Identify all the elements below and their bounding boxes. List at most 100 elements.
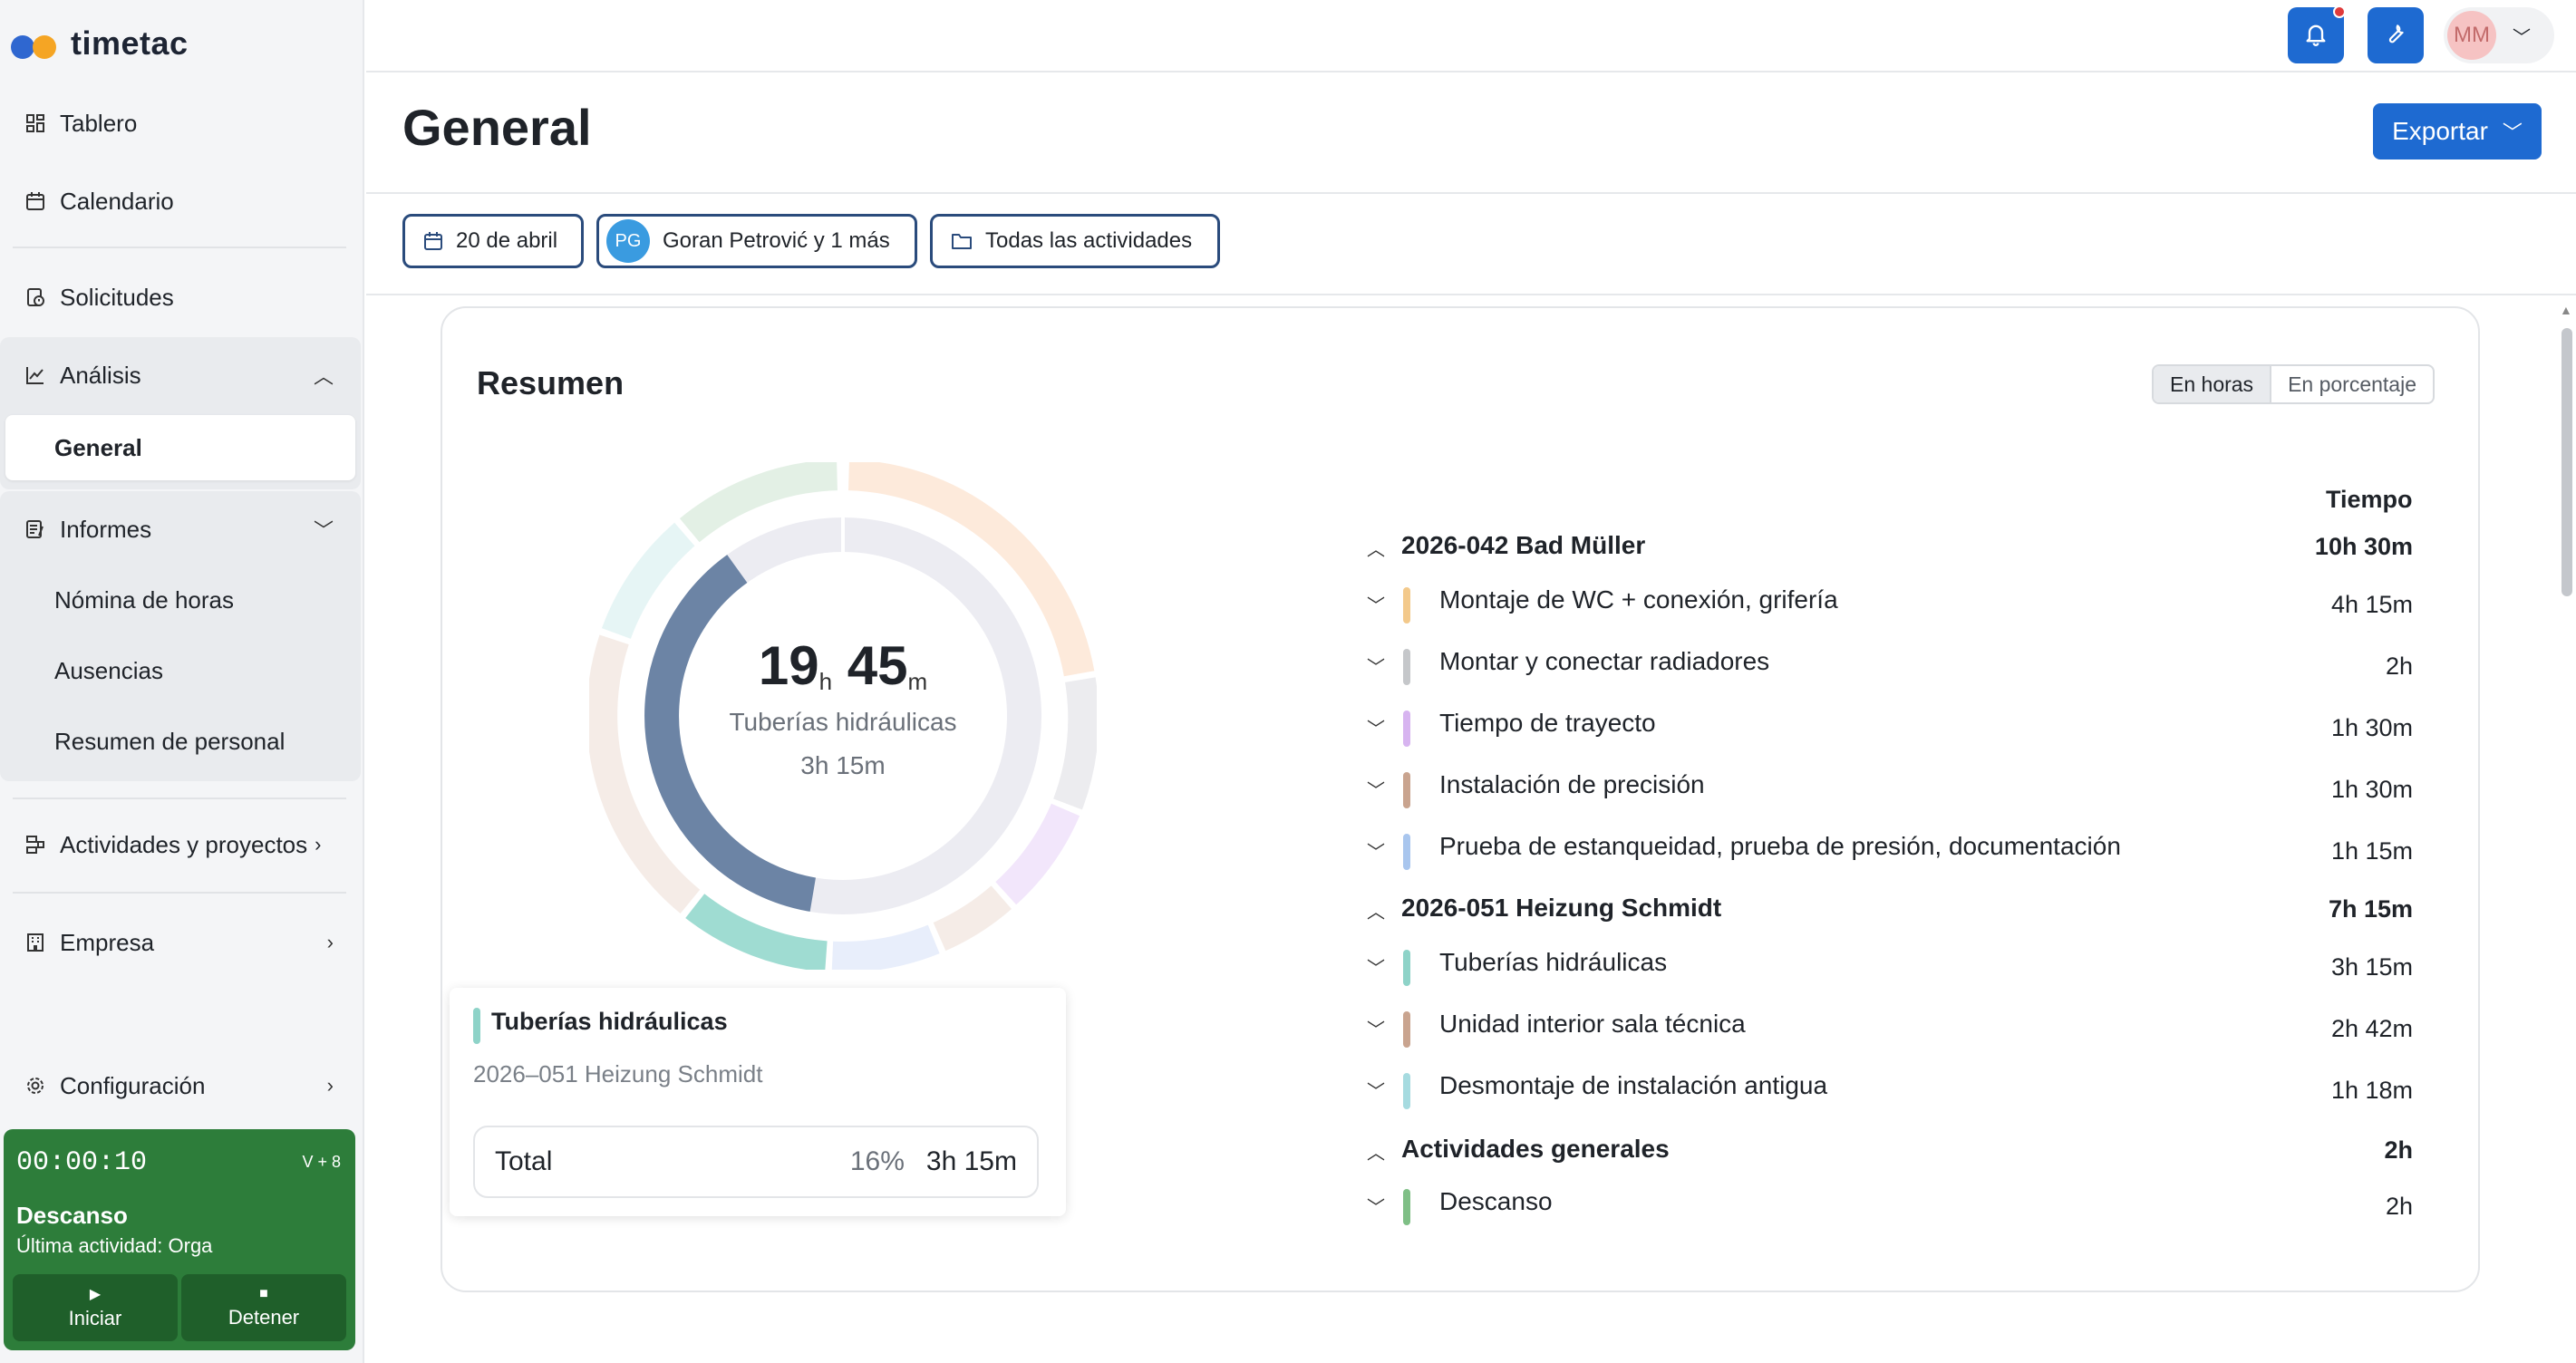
projects-icon <box>24 833 47 856</box>
chevron-up-icon: ︿ <box>313 365 334 388</box>
tools-button[interactable] <box>2368 7 2424 63</box>
building-icon <box>24 931 47 954</box>
donut-outer-segment[interactable] <box>679 459 838 543</box>
timer-status: Descanso <box>16 1202 128 1229</box>
group-time: 10h 30m <box>2314 533 2413 560</box>
chevron-down-icon: ﹀ <box>1367 1198 1385 1218</box>
user-menu[interactable]: MM ﹀ <box>2444 7 2554 63</box>
activity-color-bar <box>1403 1073 1410 1109</box>
sidebar-item-analisis[interactable]: Análisis ︿ <box>9 343 355 408</box>
activity-time: 1h 30m <box>2330 776 2413 803</box>
sidebar-item-calendario[interactable]: Calendario <box>9 169 355 234</box>
toggle-percent[interactable]: En porcentaje <box>2288 372 2416 396</box>
timer-last-activity: Última actividad: Orga <box>16 1234 213 1257</box>
donut-outer-segment[interactable] <box>685 894 828 972</box>
activity-row[interactable]: ﹀ Prueba de estanqueidad, prueba de pres… <box>1367 825 2413 879</box>
donut-outer-segment[interactable] <box>601 522 695 640</box>
export-button[interactable]: Exportar ﹀ <box>2373 103 2542 160</box>
sidebar-item-actividades[interactable]: Actividades y proyectos › <box>9 812 355 877</box>
calendar-icon <box>24 189 47 213</box>
people-filter[interactable]: PG Goran Petrović y 1 más <box>596 214 917 268</box>
group-time: 2h <box>2384 1136 2413 1164</box>
stop-button[interactable]: ■ Detener <box>181 1274 346 1341</box>
logo[interactable]: timetac <box>11 24 189 63</box>
chevron-up-icon: ︿ <box>1367 1144 1385 1164</box>
tooltip-total-label: Total <box>495 1146 553 1176</box>
group-time: 7h 15m <box>2328 895 2413 923</box>
activity-row[interactable]: ﹀ Unidad interior sala técnica 2h 42m <box>1367 1002 2413 1057</box>
chevron-up-icon: ︿ <box>1367 540 1385 560</box>
chevron-down-icon: ﹀ <box>2513 27 2531 48</box>
activity-time: 1h 30m <box>2330 714 2413 741</box>
activity-time: 1h 18m <box>2330 1077 2413 1104</box>
activities-filter[interactable]: Todas las actividades <box>930 214 1220 268</box>
activity-row[interactable]: ﹀ Desmontaje de instalación antigua 1h 1… <box>1367 1064 2413 1118</box>
activity-row[interactable]: ﹀ Tiempo de trayecto 1h 30m <box>1367 701 2413 756</box>
tooltip-time: 3h 15m <box>925 1146 1017 1176</box>
chevron-right-icon: › <box>315 833 322 856</box>
chevron-down-icon: ﹀ <box>1367 596 1385 616</box>
sidebar-item-informes[interactable]: Informes ﹀ <box>9 497 355 562</box>
donut-tooltip: Tuberías hidráulicas 2026–051 Heizung Sc… <box>450 988 1066 1216</box>
tooltip-percent: 16% <box>849 1146 905 1176</box>
donut-outer-segment[interactable] <box>831 924 940 972</box>
group-row[interactable]: ︿ Actividades generales 2h <box>1367 1126 2413 1180</box>
activity-row[interactable]: ﹀ Descanso 2h <box>1367 1180 2413 1234</box>
timer-shortcut: V + 8 <box>302 1153 341 1171</box>
logo-text: timetac <box>71 24 189 62</box>
donut-selected-name: Tuberías hidráulicas <box>729 708 957 736</box>
sidebar-item-solicitudes[interactable]: Solicitudes <box>9 265 355 330</box>
donut-outer-segment[interactable] <box>995 803 1080 905</box>
tooltip-color-bar <box>473 1008 480 1044</box>
group-row[interactable]: ︿ 2026-042 Bad Müller 10h 30m <box>1367 522 2413 576</box>
sidebar-item-resumen-personal[interactable]: Resumen de personal <box>54 727 286 755</box>
donut-inner-segment-selected[interactable] <box>644 555 817 912</box>
topbar: MM ﹀ <box>366 0 2576 72</box>
notifications-button[interactable] <box>2288 5 2346 63</box>
activity-row[interactable]: ﹀ Tuberías hidráulicas 3h 15m <box>1367 941 2413 995</box>
sidebar-item-ausencias[interactable]: Ausencias <box>54 656 163 684</box>
export-label: Exportar <box>2392 117 2488 145</box>
date-filter[interactable]: 20 de abril <box>402 214 584 268</box>
stop-icon: ■ <box>259 1286 268 1301</box>
scrollbar-thumb[interactable] <box>2561 328 2572 596</box>
chevron-down-icon: ﹀ <box>313 519 334 542</box>
page-title: General <box>402 99 592 156</box>
total-minutes: 45 <box>847 635 908 696</box>
activity-time: 2h 42m <box>2330 1015 2413 1042</box>
sidebar-item-configuracion[interactable]: Configuración › <box>9 1053 355 1118</box>
scroll-up-arrow[interactable]: ▲ <box>2560 303 2572 317</box>
activity-row[interactable]: ﹀ Montar y conectar radiadores 2h <box>1367 640 2413 694</box>
play-icon: ▶ <box>89 1287 102 1302</box>
donut-outer-segment[interactable] <box>933 885 1012 952</box>
sidebar-item-nomina[interactable]: Nómina de horas <box>54 585 234 614</box>
sidebar-item-empresa[interactable]: Empresa › <box>9 910 355 975</box>
start-button[interactable]: ▶ Iniciar <box>13 1274 178 1341</box>
donut-outer-segment[interactable] <box>847 459 1095 677</box>
sidebar-item-label: Análisis <box>60 361 141 389</box>
notification-dot <box>2333 5 2346 18</box>
chevron-down-icon: ﹀ <box>2502 121 2523 144</box>
group-row[interactable]: ︿ 2026-051 Heizung Schmidt 7h 15m <box>1367 884 2413 939</box>
donut-center-label: 19h 45m Tuberías hidráulicas 3h 15m <box>589 634 1097 780</box>
chart-line-icon <box>24 363 47 387</box>
donut-outer-segment[interactable] <box>586 634 701 914</box>
donut-outer-segment[interactable] <box>1053 677 1099 810</box>
total-hours: 19 <box>758 635 819 696</box>
activity-name: Montaje de WC + conexión, grifería <box>1439 585 1838 614</box>
activity-row[interactable]: ﹀ Instalación de precisión 1h 30m <box>1367 763 2413 817</box>
sidebar-item-general[interactable]: General <box>54 433 142 461</box>
activity-color-bar <box>1403 950 1410 986</box>
toggle-hours[interactable]: En horas <box>2154 366 2272 402</box>
chevron-down-icon: ﹀ <box>1367 781 1385 801</box>
card-title: Resumen <box>477 364 625 401</box>
sidebar-item-general-active <box>5 415 355 480</box>
activity-name: Instalación de precisión <box>1439 770 1705 798</box>
activity-color-bar <box>1403 1189 1410 1225</box>
activity-row[interactable]: ﹀ Montaje de WC + conexión, grifería 4h … <box>1367 578 2413 633</box>
stop-label: Detener <box>228 1306 300 1329</box>
activity-name: Unidad interior sala técnica <box>1439 1010 1746 1038</box>
activity-name: Desmontaje de instalación antigua <box>1439 1071 1828 1099</box>
sidebar-item-tablero[interactable]: Tablero <box>9 91 355 156</box>
